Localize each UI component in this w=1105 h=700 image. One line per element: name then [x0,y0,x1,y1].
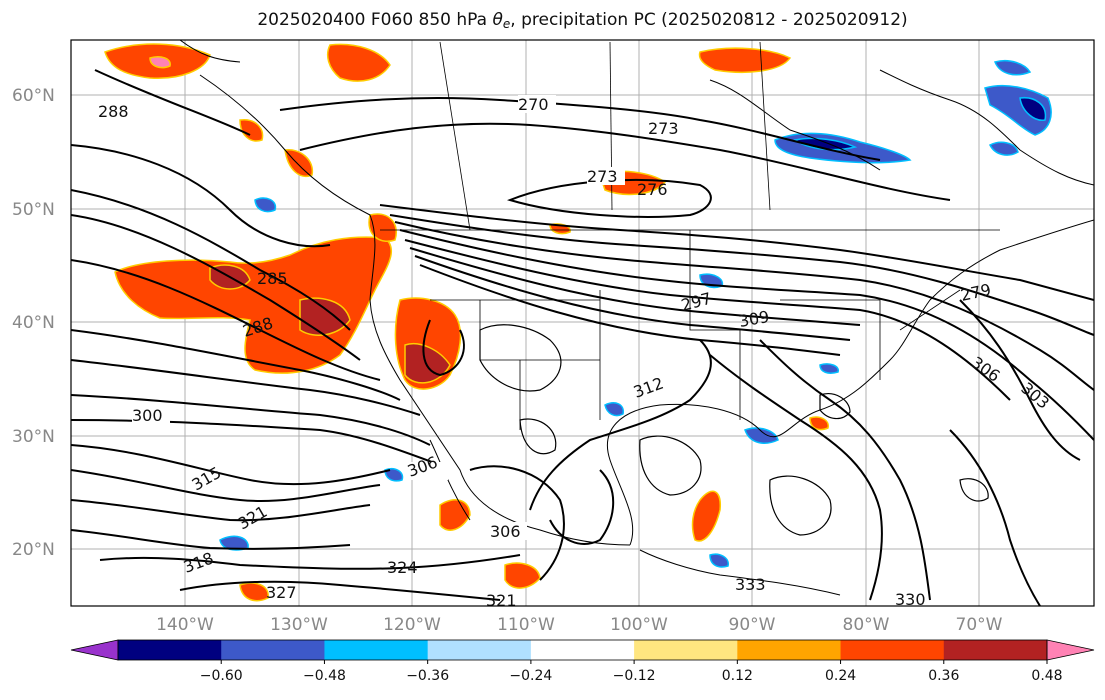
political-borders [380,41,1000,430]
longitude-axis: 140°W 130°W 120°W 110°W 100°W 90°W 80°W … [156,615,1003,635]
theta-e-contours [71,69,1094,606]
contour-label: 306 [490,522,521,541]
contour-label: 273 [587,167,618,186]
colorbar-tick-label: 0.12 [722,668,753,684]
contour-label: 300 [132,406,163,425]
lon-label: 100°W [610,615,668,635]
lat-label: 50°N [12,200,55,220]
lat-label: 40°N [12,313,55,333]
colorbar-tick-label: 0.24 [825,668,856,684]
contour-label: 324 [387,558,418,577]
colorbar-segment [118,640,222,660]
colorbar: −0.60 −0.48 −0.36 −0.24 −0.12 0.12 0.24 0.36 0.4… [70,639,1095,684]
contour-label: 276 [637,180,668,199]
colorbar-segment [943,640,1048,660]
precip-positive-fill [104,43,829,602]
colorbar-tick-label: −0.60 [200,668,243,684]
lon-label: 140°W [156,615,214,635]
colorbar-segment [737,640,842,660]
colorbar-segment [221,640,325,660]
contour-label: 285 [257,269,288,288]
contour-label: 270 [518,95,549,114]
map-panel [71,40,1094,606]
contour-label: 327 [266,583,297,602]
graticule [71,40,1094,606]
lat-label: 60°N [12,86,55,106]
lon-label: 120°W [383,615,441,635]
colorbar-segment [634,640,738,660]
colorbar-segment [324,640,429,660]
colorbar-tick-label: 0.36 [928,668,959,684]
lon-label: 70°W [956,615,1003,635]
colorbar-frame [117,639,1048,661]
lat-label: 20°N [12,540,55,560]
lon-label: 110°W [497,615,555,635]
contour-label: 321 [486,591,517,610]
colorbar-tick-label: −0.12 [613,668,656,684]
contour-label: 273 [648,119,679,138]
colorbar-tick-label: −0.36 [406,668,449,684]
colorbar-tick-label: 0.48 [1031,668,1062,684]
colorbar-segment [530,640,635,660]
contour-label: 330 [895,590,926,609]
contour-label: 333 [735,575,766,594]
colorbar-segment [427,640,532,660]
colorbar-extend-high [1046,639,1095,661]
latitude-axis: 60°N 50°N 40°N 30°N 20°N [12,86,55,560]
colorbar-tick-label: −0.24 [509,668,552,684]
colorbar-extend-low [70,639,119,661]
theta-e-contours-minor [479,324,989,536]
lon-label: 130°W [270,615,328,635]
map-frame [70,39,1095,607]
colorbar-tick-label: −0.48 [303,668,346,684]
lon-label: 90°W [729,615,776,635]
lon-label: 80°W [843,615,890,635]
map-title: 2025020400 F060 850 hPa θe, precipitatio… [257,10,908,31]
contour-label: 288 [98,102,129,121]
lat-label: 30°N [12,427,55,447]
colorbar-segment [840,640,945,660]
precip-negative-fill [219,60,1052,568]
